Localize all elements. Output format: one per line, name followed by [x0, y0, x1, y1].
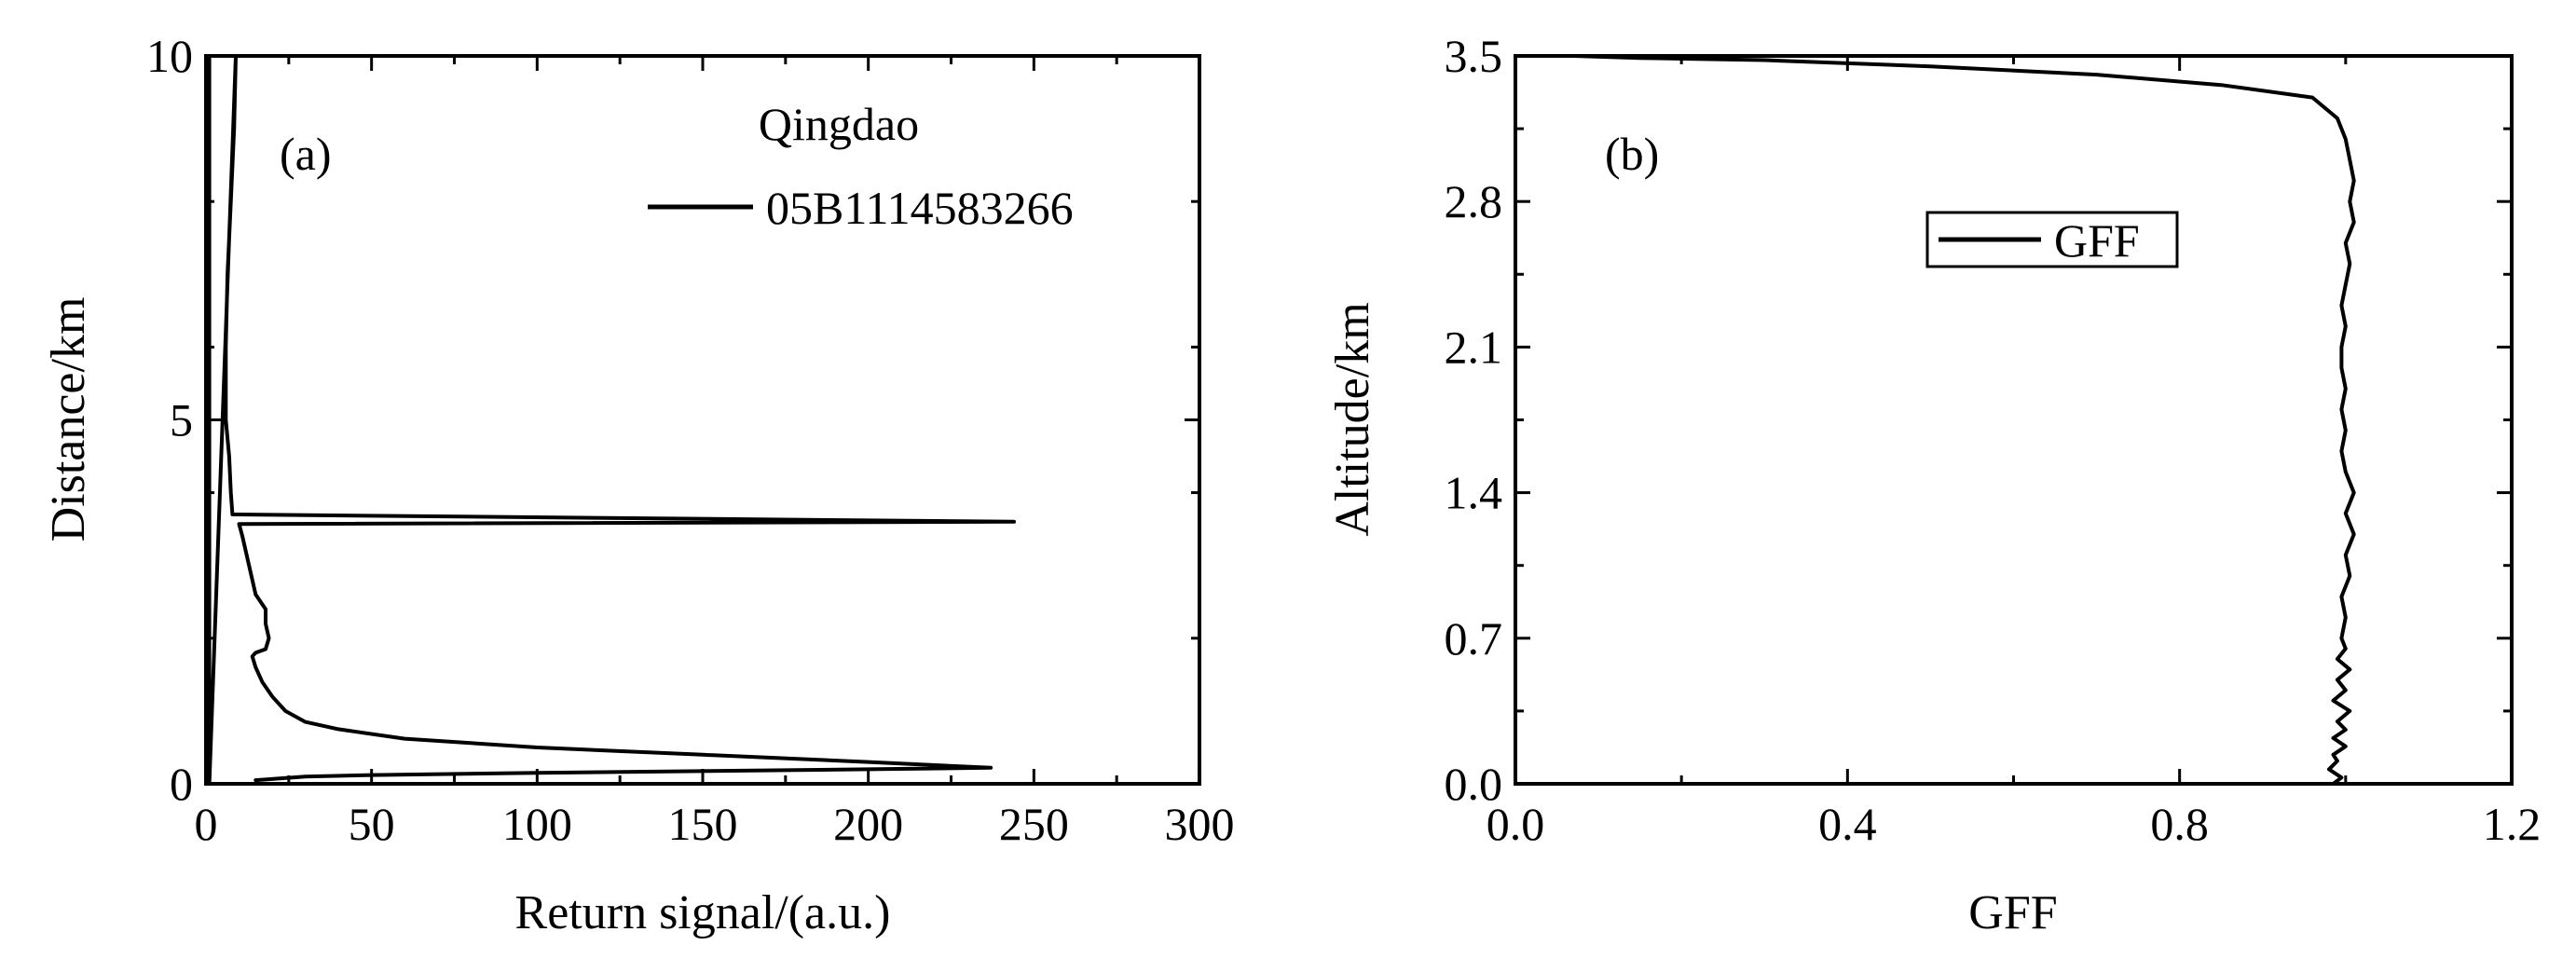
panel-a-axis-ticks: 0 50 100 150 200 250 300 0 5 10	[146, 30, 1235, 850]
panel-b-series-group	[1571, 54, 2356, 786]
panel-a-legend-title: Qingdao	[759, 98, 919, 150]
x-tick-label: 250	[999, 798, 1069, 850]
x-tick-label: 1.2	[2483, 798, 2542, 850]
panel-b-chart: 0.0 0.4 0.8 1.2 0.0 0.7 1.4 2.1 2.8 3.5 (b) GFF G…	[1326, 30, 2541, 939]
x-tick-label: 150	[668, 798, 738, 850]
x-tick-label: 300	[1165, 798, 1235, 850]
panel-b-label: (b)	[1605, 128, 1659, 180]
panel-b-plot-frame	[1514, 54, 2514, 786]
y-tick-label: 0	[170, 758, 193, 810]
x-tick-label: 100	[502, 798, 572, 850]
x-tick-label: 50	[349, 798, 395, 850]
series-line	[1571, 54, 2356, 786]
x-tick-label: 0.0	[1487, 798, 1545, 850]
x-tick-label: 200	[833, 798, 903, 850]
y-tick-label: 0.7	[1445, 612, 1503, 665]
panel-a-x-axis-label: Return signal/(a.u.)	[515, 886, 891, 939]
panel-b-y-axis-label: Altitude/km	[1326, 302, 1379, 536]
panel-b-axis-ticks: 0.0 0.4 0.8 1.2 0.0 0.7 1.4 2.1 2.8 3.5	[1445, 30, 2542, 850]
panel-b-x-axis-label: GFF	[1968, 886, 2057, 939]
y-tick-label: 0.0	[1445, 758, 1503, 810]
y-tick-label: 5	[170, 394, 193, 446]
panel-a-plot-frame	[204, 54, 1201, 786]
panel-a-y-axis-label: Distance/km	[42, 297, 95, 542]
panel-a-label: (a)	[280, 128, 332, 180]
y-tick-label: 1.4	[1445, 467, 1503, 519]
series-line	[207, 54, 1016, 786]
panel-a-legend-entry: 05B1114583266	[766, 182, 1074, 234]
panel-a-chart: 0 50 100 150 200 250 300 0 5 10 (a) Qingdao 05B11…	[42, 30, 1235, 939]
y-tick-label: 3.5	[1445, 30, 1503, 82]
x-tick-label: 0	[195, 798, 218, 850]
panel-b-legend-entry: GFF	[2054, 214, 2140, 267]
panel-a-series-group	[207, 54, 1016, 786]
y-tick-label: 2.8	[1445, 175, 1503, 227]
y-tick-label: 10	[146, 30, 193, 82]
x-tick-label: 0.4	[1818, 798, 1877, 850]
y-tick-label: 2.1	[1445, 321, 1503, 373]
x-tick-label: 0.8	[2150, 798, 2209, 850]
